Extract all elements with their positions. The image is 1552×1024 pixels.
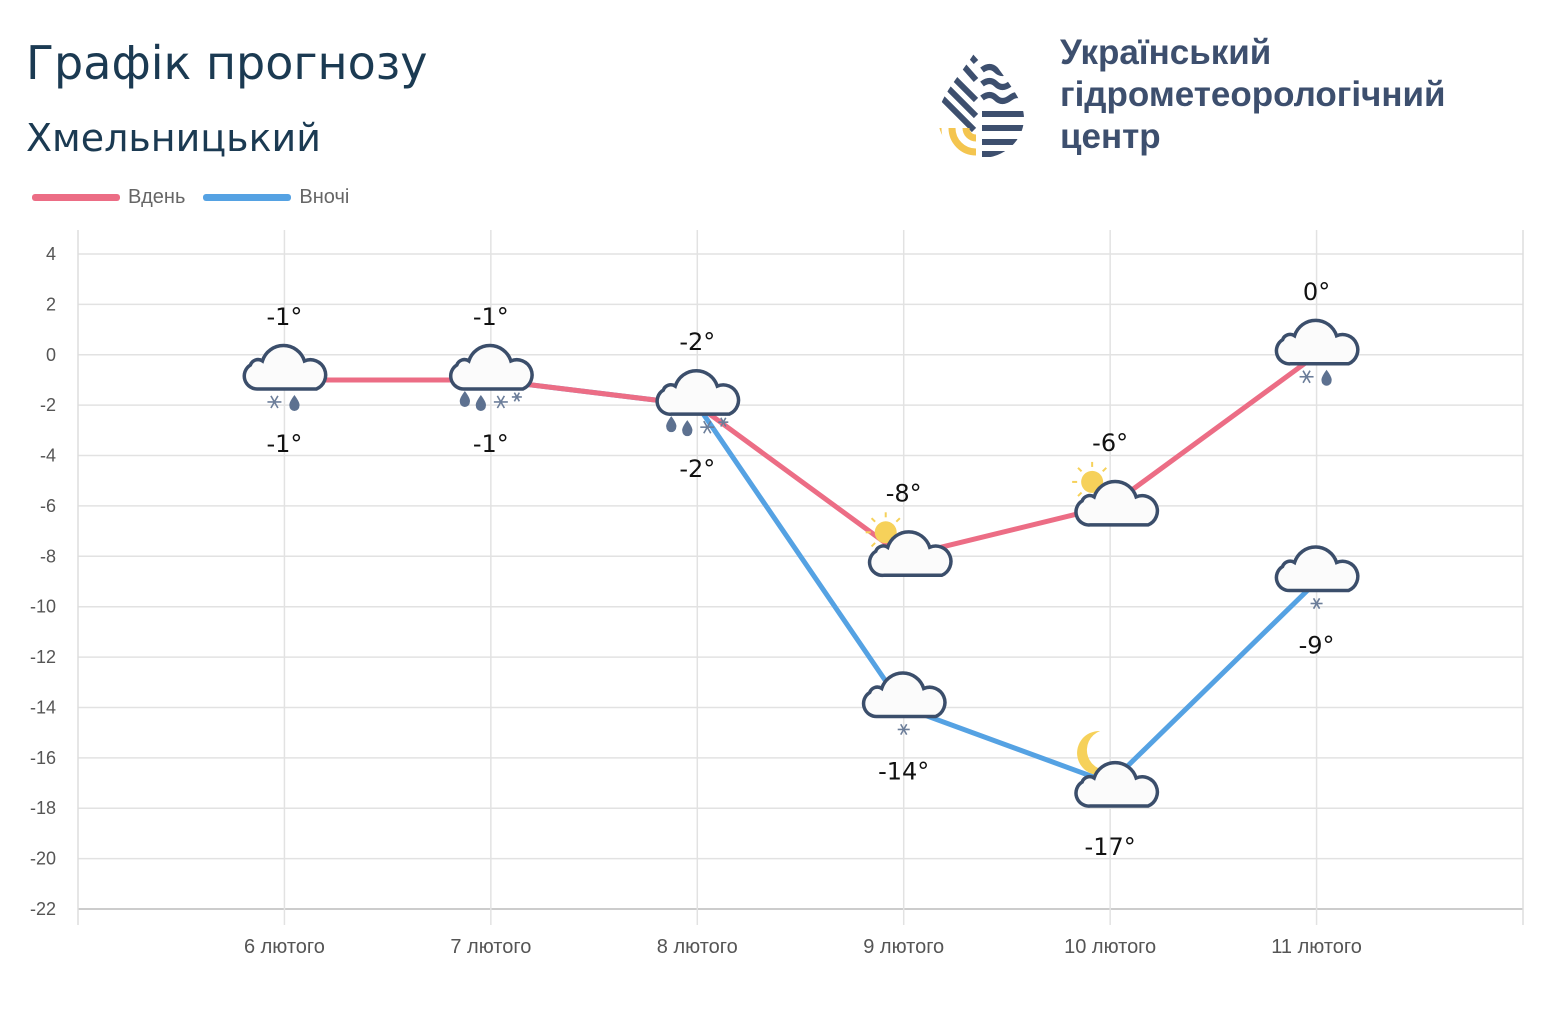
y-tick-label: -18	[30, 798, 56, 818]
data-label-day: -8°	[886, 479, 922, 507]
snowflake-arm	[513, 392, 521, 402]
logo-drop-icon	[938, 42, 1024, 158]
snowflake-arm	[1302, 370, 1311, 384]
data-label-night: -1°	[266, 430, 302, 458]
raindrop-icon	[459, 390, 470, 407]
snowflake-icon	[1310, 597, 1323, 610]
y-tick-label: -4	[40, 446, 56, 466]
cloud-icon	[1274, 318, 1360, 366]
data-label-day: 0°	[1303, 278, 1330, 306]
weather-icon-cloud-rain-snow	[655, 369, 741, 437]
sun-ray	[1077, 467, 1083, 473]
data-label-night: -9°	[1299, 632, 1335, 660]
raindrop-icon	[475, 394, 486, 411]
sun-ray	[1102, 467, 1107, 473]
x-tick-label: 11 лютого	[1271, 936, 1362, 958]
x-tick-label: 10 лютого	[1064, 936, 1156, 958]
snowflake-arm	[270, 395, 279, 409]
y-tick-label: -12	[30, 647, 56, 667]
raindrop-icon	[666, 416, 677, 433]
snowflake-icon	[718, 417, 729, 427]
data-label-night: -2°	[679, 455, 715, 483]
legend-label-night: Вночі	[299, 186, 350, 208]
cloud-icon	[242, 343, 328, 391]
data-label-night: -1°	[473, 430, 509, 458]
cloud-icon	[1074, 479, 1160, 527]
weather-icon-cloud-rain-snow	[449, 343, 534, 411]
data-label-day: -1°	[266, 303, 302, 331]
x-tick-label: 6 лютого	[244, 936, 325, 958]
snowflake-icon	[511, 392, 522, 402]
org-line-1: Український	[1060, 33, 1272, 72]
y-tick-label: 2	[46, 294, 56, 314]
snowflake-icon	[897, 723, 910, 736]
snowflake-arm	[720, 417, 727, 427]
sun-ray	[1077, 491, 1083, 497]
snowflake-icon	[1299, 370, 1314, 384]
snowflake-icon	[267, 395, 282, 409]
y-tick-label: -14	[30, 697, 56, 717]
cloud-icon	[1074, 760, 1160, 808]
organization-name: Український гідрометеорологічний центр	[1060, 32, 1446, 158]
y-tick-label: 4	[46, 244, 56, 264]
snowflake-icon	[493, 395, 508, 409]
cloud-icon	[867, 530, 953, 578]
y-tick-label: -16	[30, 748, 56, 768]
weather-icon-cloud-snow	[1274, 545, 1360, 610]
weather-icon-cloud-snow	[861, 671, 947, 736]
raindrop-icon	[289, 394, 300, 411]
raindrop-icon	[1321, 369, 1332, 386]
data-label-day: -2°	[679, 328, 715, 356]
snowflake-arm	[900, 723, 908, 736]
page-title: Графік прогнозу	[26, 36, 428, 90]
x-tick-label: 8 лютого	[657, 936, 738, 958]
y-tick-label: -20	[30, 849, 56, 869]
cloud-icon	[655, 369, 741, 416]
raindrop-icon	[682, 420, 693, 437]
x-tick-label: 7 лютого	[450, 936, 531, 958]
y-tick-label: -10	[30, 597, 56, 617]
weather-icon-partly-cloudy-sun	[1072, 461, 1160, 527]
data-label-night: -17°	[1085, 833, 1136, 861]
legend: Вдень Вночі	[32, 186, 367, 209]
cloud-icon	[449, 343, 534, 391]
moon-icon	[1077, 731, 1115, 776]
data-label-day: -1°	[473, 303, 509, 331]
x-tick-label: 9 лютого	[863, 936, 944, 958]
org-line-3: центр	[1060, 117, 1161, 156]
sun-ray	[870, 517, 876, 523]
weather-icon-partly-cloudy-sun	[865, 512, 953, 578]
org-line-2: гідрометеорологічний	[1060, 75, 1446, 114]
series-line-night	[284, 377, 1319, 786]
city-name: Хмельницький	[26, 116, 321, 160]
y-tick-label: -8	[40, 546, 56, 566]
snowflake-arm	[496, 395, 506, 409]
data-label-night: -14°	[878, 757, 929, 785]
cloud-icon	[861, 671, 947, 719]
y-tick-label: -6	[40, 496, 56, 516]
sun-ray	[895, 517, 901, 523]
legend-item-day[interactable]: Вдень	[32, 186, 185, 209]
y-tick-label: 0	[46, 345, 56, 365]
legend-item-night[interactable]: Вночі	[203, 186, 349, 209]
y-tick-label: -2	[40, 395, 56, 415]
cloud-icon	[1274, 545, 1360, 593]
weather-icon-cloud-snow-rain	[242, 343, 328, 411]
legend-label-day: Вдень	[128, 186, 186, 208]
snowflake-icon	[700, 420, 715, 434]
snowflake-arm	[703, 420, 712, 434]
weather-icon-partly-cloudy-moon	[1074, 731, 1160, 808]
sun-ray	[870, 542, 876, 548]
snowflake-arm	[1312, 597, 1321, 610]
y-tick-label: -22	[30, 899, 56, 919]
data-label-day: -6°	[1092, 429, 1128, 457]
weather-icon-cloud-snow-rain	[1274, 318, 1360, 386]
